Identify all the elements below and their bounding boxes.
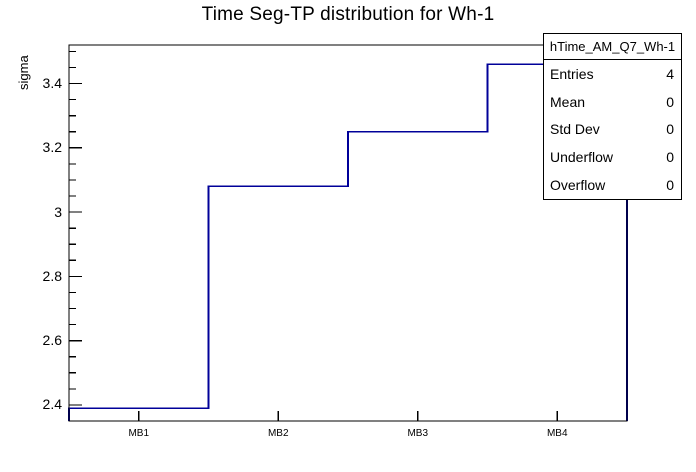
- stats-box-title: hTime_AM_Q7_Wh-1: [544, 34, 681, 60]
- y-tick-label: 3: [54, 203, 62, 220]
- stats-value: 0: [666, 93, 674, 110]
- stats-row-mean: Mean 0: [544, 94, 681, 110]
- x-tick-label-mb2: MB2: [267, 428, 289, 439]
- chart-title: Time Seg-TP distribution for Wh-1: [201, 4, 495, 25]
- stats-row-stddev: Std Dev 0: [544, 121, 681, 137]
- stats-value: 4: [666, 65, 674, 82]
- x-tick-label-mb1: MB1: [128, 428, 150, 439]
- stats-box-rows: Entries 4 Mean 0 Std Dev 0 Underflow 0 O…: [544, 60, 681, 199]
- stats-row-underflow: Underflow 0: [544, 149, 681, 165]
- stats-label: Mean: [550, 93, 586, 110]
- stats-value: 0: [666, 149, 674, 166]
- stats-row-entries: Entries 4: [544, 66, 681, 82]
- stats-value: 0: [666, 177, 674, 194]
- stats-label: Entries: [550, 65, 594, 82]
- stats-label: Overflow: [550, 177, 606, 194]
- stats-box: hTime_AM_Q7_Wh-1 Entries 4 Mean 0 Std De…: [543, 33, 682, 200]
- stats-value: 0: [666, 121, 674, 138]
- y-tick-label: 3.4: [42, 75, 62, 92]
- x-tick-label-mb3: MB3: [407, 428, 429, 439]
- stats-row-overflow: Overflow 0: [544, 177, 681, 193]
- stats-label: Std Dev: [550, 121, 600, 138]
- x-tick-label-mb4: MB4: [546, 428, 568, 439]
- stats-label: Underflow: [550, 149, 614, 166]
- plot-frame: [68, 44, 628, 422]
- y-tick-label: 2.6: [42, 332, 62, 349]
- y-tick-label: 2.8: [42, 267, 62, 284]
- y-tick-label: 2.4: [42, 396, 62, 413]
- y-tick-label: 3.2: [42, 139, 62, 156]
